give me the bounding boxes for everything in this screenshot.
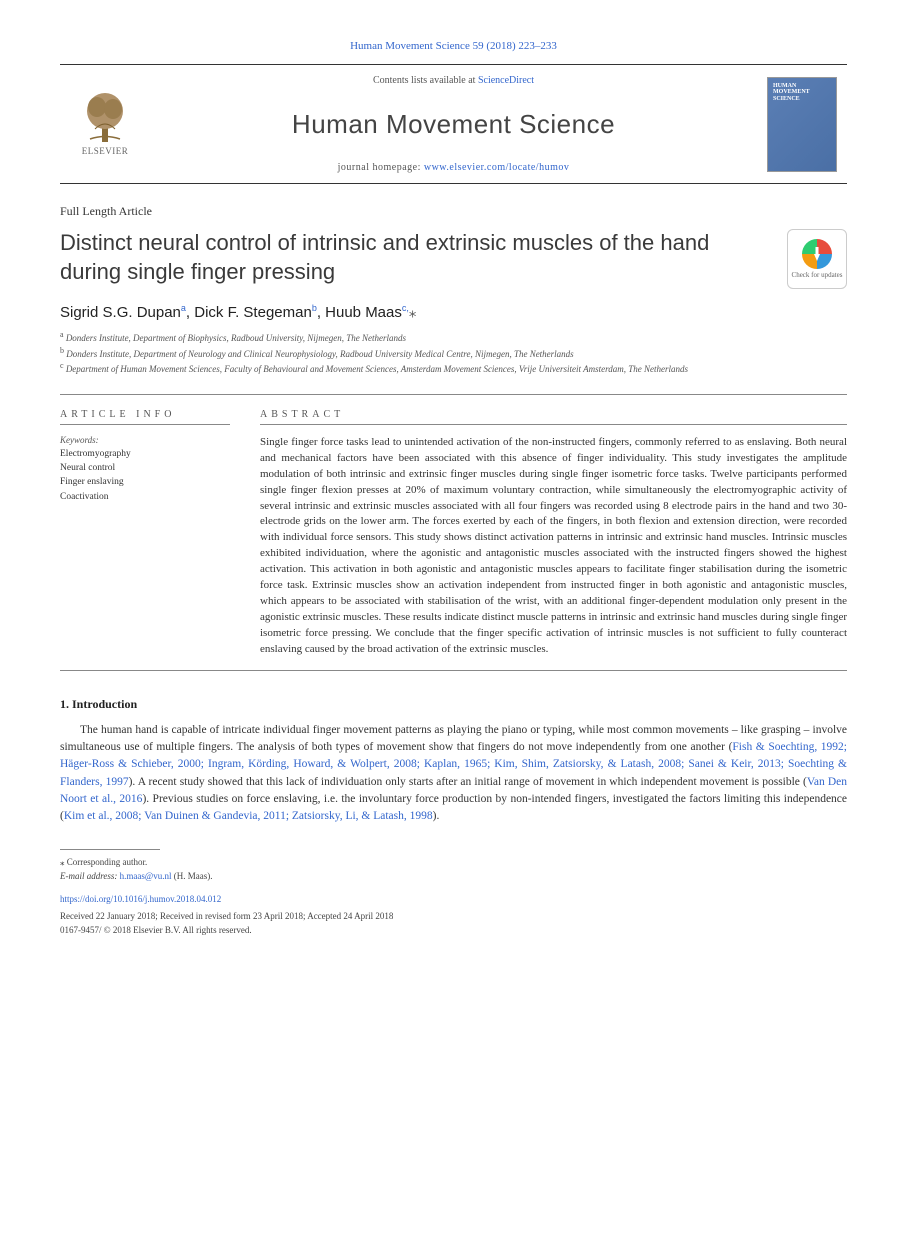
article-info-label: ARTICLE INFO xyxy=(60,409,230,420)
article-type: Full Length Article xyxy=(60,204,847,219)
intro-text: ). A recent study showed that this lack … xyxy=(129,776,807,788)
affiliations: a Donders Institute, Department of Bioph… xyxy=(60,329,847,376)
article-title: Distinct neural control of intrinsic and… xyxy=(60,229,767,286)
doi-link[interactable]: https://doi.org/10.1016/j.humov.2018.04.… xyxy=(60,894,221,904)
publisher-logo-block: ELSEVIER xyxy=(60,65,150,183)
received-dates: Received 22 January 2018; Received in re… xyxy=(60,910,847,924)
intro-body: The human hand is capable of intricate i… xyxy=(60,722,847,826)
homepage-line: journal homepage: www.elsevier.com/locat… xyxy=(170,162,737,173)
intro-text: ). xyxy=(433,810,440,822)
abstract-label: ABSTRACT xyxy=(260,409,847,420)
journal-issue-ref: Human Movement Science 59 (2018) 223–233 xyxy=(60,40,847,52)
journal-name: Human Movement Science xyxy=(170,109,737,140)
keywords-list: Electromyography Neural control Finger e… xyxy=(60,447,230,504)
intro-text: The human hand is capable of intricate i… xyxy=(60,724,847,753)
homepage-link[interactable]: www.elsevier.com/locate/humov xyxy=(424,162,569,173)
info-abstract-row: ARTICLE INFO Keywords: Electromyography … xyxy=(60,409,847,658)
intro-heading: 1. Introduction xyxy=(60,697,847,712)
journal-cover-text: HUMANMOVEMENTSCIENCE xyxy=(773,83,810,103)
contents-prefix: Contents lists available at xyxy=(373,75,478,86)
affiliation-c: c Department of Human Movement Sciences,… xyxy=(60,360,847,376)
sciencedirect-link[interactable]: ScienceDirect xyxy=(478,75,534,86)
intro-paragraph: The human hand is capable of intricate i… xyxy=(60,722,847,826)
contents-line: Contents lists available at ScienceDirec… xyxy=(170,75,737,86)
check-updates-button[interactable]: Check for updates xyxy=(787,229,847,289)
crossmark-icon xyxy=(802,239,832,269)
journal-cover-icon: HUMANMOVEMENTSCIENCE xyxy=(767,77,837,172)
email-link[interactable]: h.maas@vu.nl xyxy=(120,871,172,881)
keyword: Neural control xyxy=(60,461,230,475)
issn-copyright: 0167-9457/ © 2018 Elsevier B.V. All righ… xyxy=(60,924,847,938)
email-label: E-mail address: xyxy=(60,871,120,881)
page: Human Movement Science 59 (2018) 223–233… xyxy=(0,0,907,968)
email-name: (H. Maas). xyxy=(171,871,212,881)
publisher-label: ELSEVIER xyxy=(60,146,150,156)
keyword: Coactivation xyxy=(60,490,230,504)
citation-link[interactable]: Kim et al., 2008; Van Duinen & Gandevia,… xyxy=(64,810,433,822)
authors: Sigrid S.G. Dupana, Dick F. Stegemanb, H… xyxy=(60,303,847,321)
abstract-text: Single finger force tasks lead to uninte… xyxy=(260,435,847,658)
affiliation-b: b Donders Institute, Department of Neuro… xyxy=(60,345,847,361)
corresponding-author: ⁎ Corresponding author. xyxy=(60,856,847,870)
keywords-label: Keywords: xyxy=(60,435,230,445)
footer-separator xyxy=(60,849,160,850)
abstract-column: ABSTRACT Single finger force tasks lead … xyxy=(260,409,847,658)
check-updates-label: Check for updates xyxy=(792,272,843,279)
journal-header-box: ELSEVIER Contents lists available at Sci… xyxy=(60,64,847,184)
footer: ⁎ Corresponding author. E-mail address: … xyxy=(60,856,847,938)
journal-cover-block: HUMANMOVEMENTSCIENCE xyxy=(757,65,847,183)
affiliation-a: a Donders Institute, Department of Bioph… xyxy=(60,329,847,345)
email-line: E-mail address: h.maas@vu.nl (H. Maas). xyxy=(60,870,847,884)
info-rule xyxy=(60,424,230,425)
title-row: Distinct neural control of intrinsic and… xyxy=(60,229,847,289)
keyword: Electromyography xyxy=(60,447,230,461)
elsevier-tree-icon xyxy=(80,89,130,144)
homepage-prefix: journal homepage: xyxy=(338,162,424,173)
article-info-column: ARTICLE INFO Keywords: Electromyography … xyxy=(60,409,230,658)
divider xyxy=(60,394,847,395)
header-center: Contents lists available at ScienceDirec… xyxy=(150,65,757,183)
abstract-rule xyxy=(260,424,847,425)
divider-bottom xyxy=(60,670,847,671)
keyword: Finger enslaving xyxy=(60,475,230,489)
